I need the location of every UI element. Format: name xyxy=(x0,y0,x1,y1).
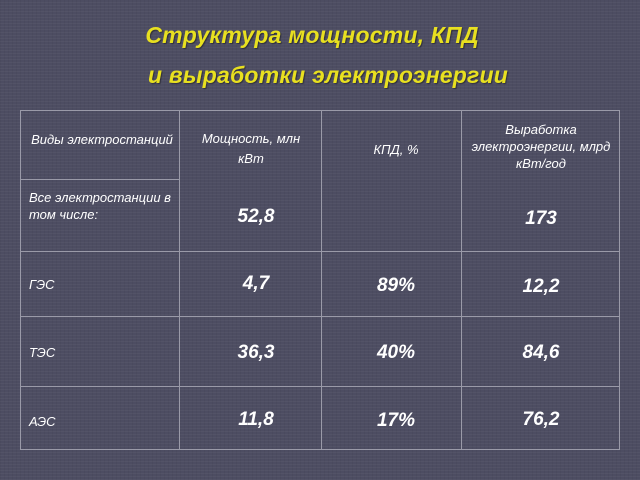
cell-power-all: 52,8 xyxy=(237,206,275,227)
grid-line xyxy=(321,111,322,449)
slide-title-line1: Структура мощности, КПД xyxy=(145,22,479,48)
slide-title-line2: и выработки электроэнергии xyxy=(147,62,509,88)
cell-efficiency-aes: 17% xyxy=(376,410,416,431)
grid-line xyxy=(21,386,619,387)
cell-power-aes: 11,8 xyxy=(238,409,274,430)
row-label-ges: ГЭС xyxy=(29,277,55,292)
grid-line xyxy=(461,111,462,449)
row-label-tes: ТЭС xyxy=(29,345,56,360)
cell-power-tes: 36,3 xyxy=(237,342,275,363)
header-types: Виды электростанций xyxy=(31,132,173,147)
grid-line xyxy=(21,179,179,180)
grid-line xyxy=(21,316,619,317)
cell-power-ges: 4,7 xyxy=(242,273,270,294)
header-power: Мощность, млн кВт xyxy=(201,131,301,166)
row-label-aes: АЭС xyxy=(29,414,56,429)
cell-output-tes: 84,6 xyxy=(522,342,560,363)
cell-efficiency-tes: 40% xyxy=(376,342,416,363)
cell-efficiency-ges: 89% xyxy=(376,275,416,296)
header-output: Выработка электроэнергии, млрд кВт/год xyxy=(471,122,611,171)
grid-line xyxy=(179,111,180,449)
grid-line xyxy=(21,251,619,252)
header-efficiency: КПД, % xyxy=(373,142,419,157)
cell-output-aes: 76,2 xyxy=(522,409,560,430)
row-label-all: Все электростанции в том числе: xyxy=(29,190,171,222)
data-table: Виды электростанций Мощность, млн кВт КП… xyxy=(20,110,620,450)
cell-output-all: 173 xyxy=(525,208,557,229)
cell-output-ges: 12,2 xyxy=(522,276,560,297)
